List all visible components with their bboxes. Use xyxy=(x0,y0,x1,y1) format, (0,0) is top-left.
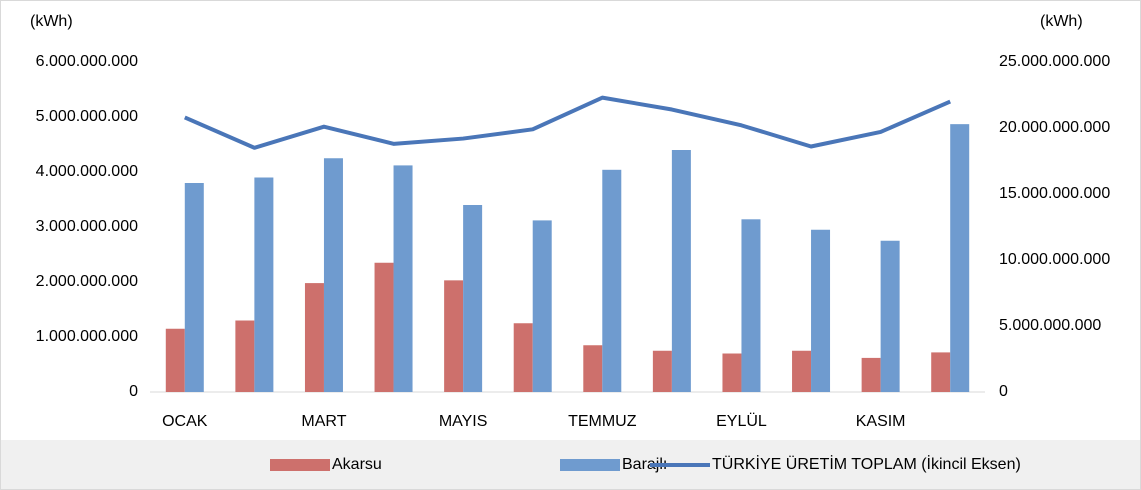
y-tick-label: 1.000.000.000 xyxy=(36,328,138,345)
bar xyxy=(463,205,483,392)
legend-label: Barajlı xyxy=(622,456,667,473)
y2-tick-label: 20.000.000.000 xyxy=(999,119,1110,136)
bar xyxy=(931,352,951,392)
y-tick-label: 2.000.000.000 xyxy=(36,273,138,290)
bar xyxy=(532,220,552,392)
y2-axis-label: (kWh) xyxy=(1040,13,1083,30)
bar xyxy=(374,262,394,392)
bar xyxy=(741,219,761,392)
bar xyxy=(304,283,324,392)
x-tick-label: OCAK xyxy=(162,413,208,430)
y-tick-label: 5.000.000.000 xyxy=(36,108,138,125)
bar xyxy=(602,169,622,392)
y-tick-label: 4.000.000.000 xyxy=(36,163,138,180)
bar xyxy=(880,240,900,392)
line xyxy=(183,95,952,150)
legend-swatch xyxy=(560,459,620,471)
legend-label: Akarsu xyxy=(332,456,382,473)
bar xyxy=(583,345,603,392)
bar xyxy=(792,350,812,392)
x-tick-label: MART xyxy=(301,413,346,430)
y2-tick-label: 10.000.000.000 xyxy=(999,251,1110,268)
bar xyxy=(950,124,970,393)
bar xyxy=(165,328,185,392)
bar xyxy=(323,158,343,392)
bar xyxy=(671,150,691,392)
bar xyxy=(184,183,204,392)
bar xyxy=(444,280,464,392)
bar xyxy=(861,357,881,392)
y-tick-label: 0 xyxy=(129,383,138,400)
bar xyxy=(722,353,742,392)
bar xyxy=(652,350,672,392)
legend-label: TÜRKİYE ÜRETİM TOPLAM (İkincil Eksen) xyxy=(712,454,1021,473)
x-tick-label: TEMMUZ xyxy=(568,413,637,430)
bar xyxy=(513,323,533,392)
y-axis-label: (kWh) xyxy=(30,13,73,30)
y2-tick-label: 5.000.000.000 xyxy=(999,317,1101,334)
legend-swatch xyxy=(270,459,330,471)
x-tick-label: KASIM xyxy=(856,413,906,430)
bar xyxy=(811,229,831,392)
y2-tick-label: 25.000.000.000 xyxy=(999,53,1110,70)
y-tick-label: 3.000.000.000 xyxy=(36,218,138,235)
bar xyxy=(254,177,274,392)
y2-tick-label: 15.000.000.000 xyxy=(999,185,1110,202)
x-tick-label: MAYIS xyxy=(439,413,488,430)
bar xyxy=(393,165,413,392)
x-tick-label: EYLÜL xyxy=(716,412,767,430)
y2-tick-label: 0 xyxy=(999,383,1008,400)
y-tick-label: 6.000.000.000 xyxy=(36,53,138,70)
bar xyxy=(235,320,255,392)
